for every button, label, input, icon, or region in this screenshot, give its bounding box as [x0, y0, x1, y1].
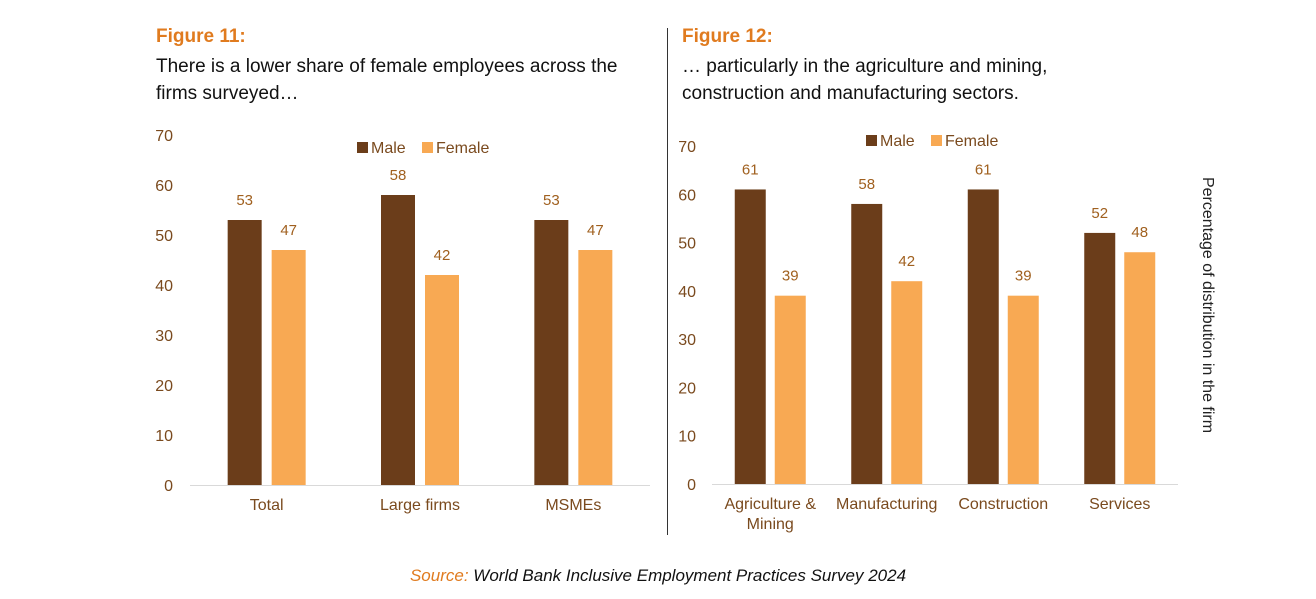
bar-female-3: [578, 250, 613, 485]
figure-11-label: Figure 11:: [156, 26, 246, 47]
source-note: Source: World Bank Inclusive Employment …: [0, 566, 1316, 586]
category-label: Manufacturing: [836, 496, 937, 513]
legend-label-female: Female: [945, 133, 998, 150]
figure-12-title: … particularly in the agriculture and mi…: [682, 56, 1048, 104]
y-tick-label: 10: [155, 428, 173, 445]
y-tick-label: 50: [678, 236, 696, 253]
data-label: 58: [390, 167, 407, 184]
y-tick-label: 20: [155, 378, 173, 395]
bar-male-3: [967, 189, 999, 484]
y-tick-label: 70: [678, 139, 696, 156]
legend-swatch-male: [357, 142, 368, 153]
y-tick-label: 70: [155, 128, 173, 145]
y-tick-label: 40: [678, 284, 696, 301]
data-label: 48: [1131, 224, 1148, 241]
data-label: 58: [858, 176, 875, 193]
data-label: 39: [782, 268, 799, 285]
bar-male-1: [227, 220, 262, 485]
figure-11-title: There is a lower share of female employe…: [156, 56, 618, 104]
data-label: 42: [434, 247, 451, 264]
y-tick-label: 0: [164, 478, 173, 495]
bar-male-2: [851, 203, 883, 484]
category-label: Services: [1089, 496, 1150, 513]
bar-female-2: [891, 281, 923, 484]
bar-female-1: [271, 250, 306, 485]
legend-swatch-male: [866, 135, 877, 146]
data-label: 53: [543, 192, 560, 209]
y-tick-label: 10: [678, 429, 696, 446]
figure-divider: [667, 28, 668, 535]
bar-female-2: [425, 275, 459, 485]
data-label: 61: [742, 161, 759, 178]
data-label: 47: [587, 222, 604, 239]
bar-male-1: [734, 189, 766, 484]
y-tick-label: 60: [155, 178, 173, 195]
source-text: World Bank Inclusive Employment Practice…: [473, 566, 907, 585]
bar-female-4: [1124, 252, 1156, 484]
data-label: 61: [975, 161, 992, 178]
bar-male-3: [534, 220, 569, 485]
category-label: Large firms: [380, 497, 460, 514]
legend-swatch-female: [931, 135, 942, 146]
y-tick-label: 30: [678, 332, 696, 349]
data-label: 52: [1091, 205, 1108, 222]
y-tick-label: 50: [155, 228, 173, 245]
y-tick-label: 20: [678, 380, 696, 397]
data-label: 42: [898, 253, 915, 270]
legend-swatch-female: [422, 142, 433, 153]
bar-female-1: [774, 295, 806, 484]
category-label: Total: [250, 497, 284, 514]
bar-female-3: [1007, 295, 1039, 484]
y-tick-label: 40: [155, 278, 173, 295]
category-label: MSMEs: [545, 497, 601, 514]
legend-label-male: Male: [371, 140, 406, 157]
data-label: 47: [280, 222, 297, 239]
legend-label-female: Female: [436, 140, 489, 157]
legend-label-male: Male: [880, 133, 915, 150]
data-label: 53: [236, 192, 253, 209]
category-label: Construction: [958, 496, 1048, 513]
bar-male-2: [381, 195, 415, 485]
y-tick-label: 30: [155, 328, 173, 345]
category-label: Agriculture & Mining: [724, 496, 816, 533]
data-label: 39: [1015, 268, 1032, 285]
y-tick-label: 0: [687, 477, 696, 494]
y-axis-title: Percentage of distribution in the firm: [1199, 177, 1216, 433]
source-lead: Source:: [409, 566, 469, 585]
figure-12-label: Figure 12:: [682, 26, 773, 47]
bar-male-4: [1084, 232, 1116, 484]
y-tick-label: 60: [678, 187, 696, 204]
